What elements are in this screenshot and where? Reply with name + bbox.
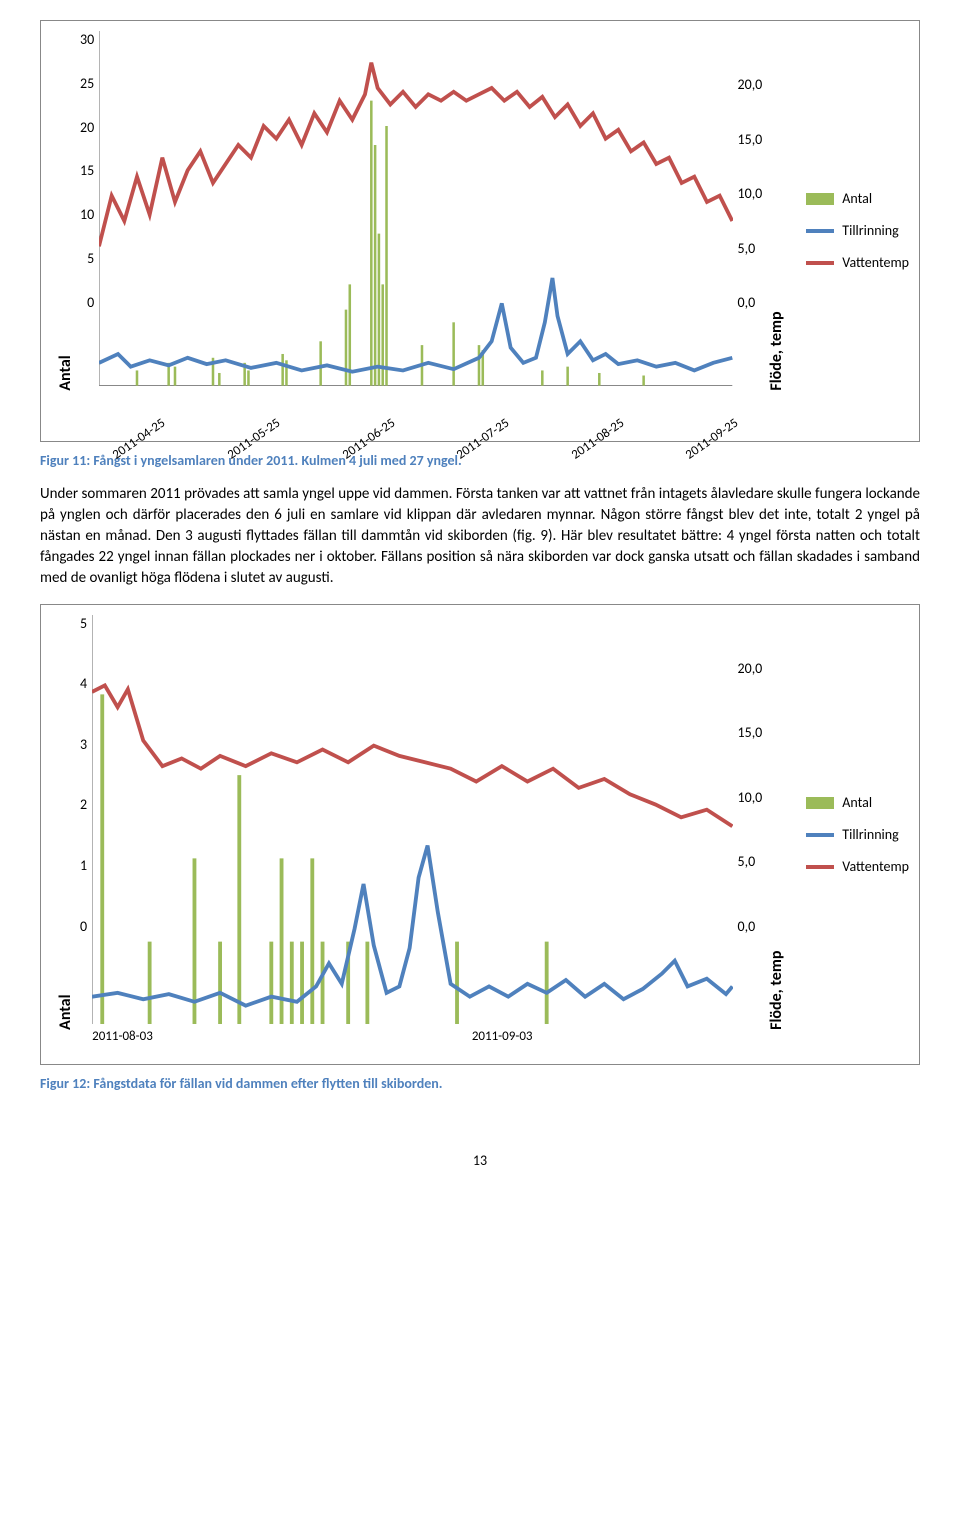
tick-label: 20,0	[738, 76, 763, 93]
tick-label: 0	[80, 918, 87, 935]
legend-label: Vattentemp	[842, 858, 909, 875]
tick-label: 4	[80, 675, 87, 692]
legend-swatch	[806, 193, 834, 205]
tick-label: 0	[87, 294, 94, 311]
chart1-x-ticks: 2011-04-252011-05-252011-06-252011-07-25…	[99, 386, 732, 431]
legend-item: Antal	[806, 190, 909, 207]
legend-item: Tillrinning	[806, 826, 909, 843]
tick-label: 0,0	[738, 294, 756, 311]
legend-swatch	[806, 797, 834, 809]
tick-label: 30	[80, 31, 94, 48]
tick-label: 2011-09-03	[472, 1029, 533, 1054]
tick-label: 10,0	[738, 185, 763, 202]
legend-label: Tillrinning	[842, 826, 898, 843]
chart1-legend: Antal Tillrinning Vattentemp	[791, 31, 909, 431]
tick-label: 5,0	[738, 853, 756, 870]
legend-item: Vattentemp	[806, 858, 909, 875]
chart2-y-left-label: Antal	[51, 615, 80, 1030]
chart1-y-right-ticks: 20,0 15,0 10,0 5,0 0,0	[733, 76, 763, 311]
tick-label: 0,0	[738, 918, 756, 935]
body-paragraph: Under sommaren 2011 prövades att samla y…	[40, 484, 920, 589]
chart1-y-left-ticks: 30 25 20 15 10 5 0	[80, 31, 99, 311]
tick-label: 3	[80, 736, 87, 753]
chart-1-container: Antal 30 25 20 15 10 5 0	[40, 20, 920, 442]
figure-11-caption: Figur 11: Fångst i yngelsamlaren under 2…	[40, 452, 920, 469]
tick-label: 15	[80, 162, 94, 179]
tick-label: 15,0	[738, 131, 763, 148]
legend-swatch	[806, 229, 834, 233]
chart2-y-left-ticks: 5 4 3 2 1 0	[80, 615, 92, 935]
legend-swatch	[806, 833, 834, 837]
figure-12-caption: Figur 12: Fångstdata för fällan vid damm…	[40, 1075, 920, 1092]
chart1-y-right-label: Flöde, temp	[762, 31, 791, 391]
legend-item: Vattentemp	[806, 254, 909, 271]
legend-label: Vattentemp	[842, 254, 909, 271]
tick-label: 5,0	[738, 240, 756, 257]
chart2-y-right-label: Flöde, temp	[762, 615, 791, 1030]
legend-item: Antal	[806, 794, 909, 811]
legend-label: Antal	[842, 794, 872, 811]
chart2-y-right-ticks: 20,0 15,0 10,0 5,0 0,0	[733, 660, 763, 935]
tick-label: 2	[80, 796, 87, 813]
tick-label: 15,0	[738, 724, 763, 741]
tick-label: 5	[80, 615, 87, 632]
chart2-x-ticks: 2011-08-03 2011-09-03	[92, 1024, 732, 1054]
tick-label: 5	[87, 250, 94, 267]
tick-label: 10,0	[738, 789, 763, 806]
legend-label: Antal	[842, 190, 872, 207]
page-number: 13	[40, 1152, 920, 1169]
tick-label: 10	[80, 206, 94, 223]
legend-swatch	[806, 865, 834, 869]
tick-label: 1	[80, 857, 87, 874]
chart2-legend: Antal Tillrinning Vattentemp	[791, 615, 909, 1055]
chart2-plot	[92, 615, 732, 1025]
legend-item: Tillrinning	[806, 222, 909, 239]
tick-label: 25	[80, 75, 94, 92]
legend-label: Tillrinning	[842, 222, 898, 239]
legend-swatch	[806, 261, 834, 265]
tick-label: 20,0	[738, 660, 763, 677]
chart-2-container: Antal 5 4 3 2 1 0	[40, 604, 920, 1066]
chart1-y-left-label: Antal	[51, 31, 80, 391]
chart1-plot	[99, 31, 732, 386]
tick-label: 20	[80, 119, 94, 136]
tick-label: 2011-08-03	[92, 1029, 153, 1054]
